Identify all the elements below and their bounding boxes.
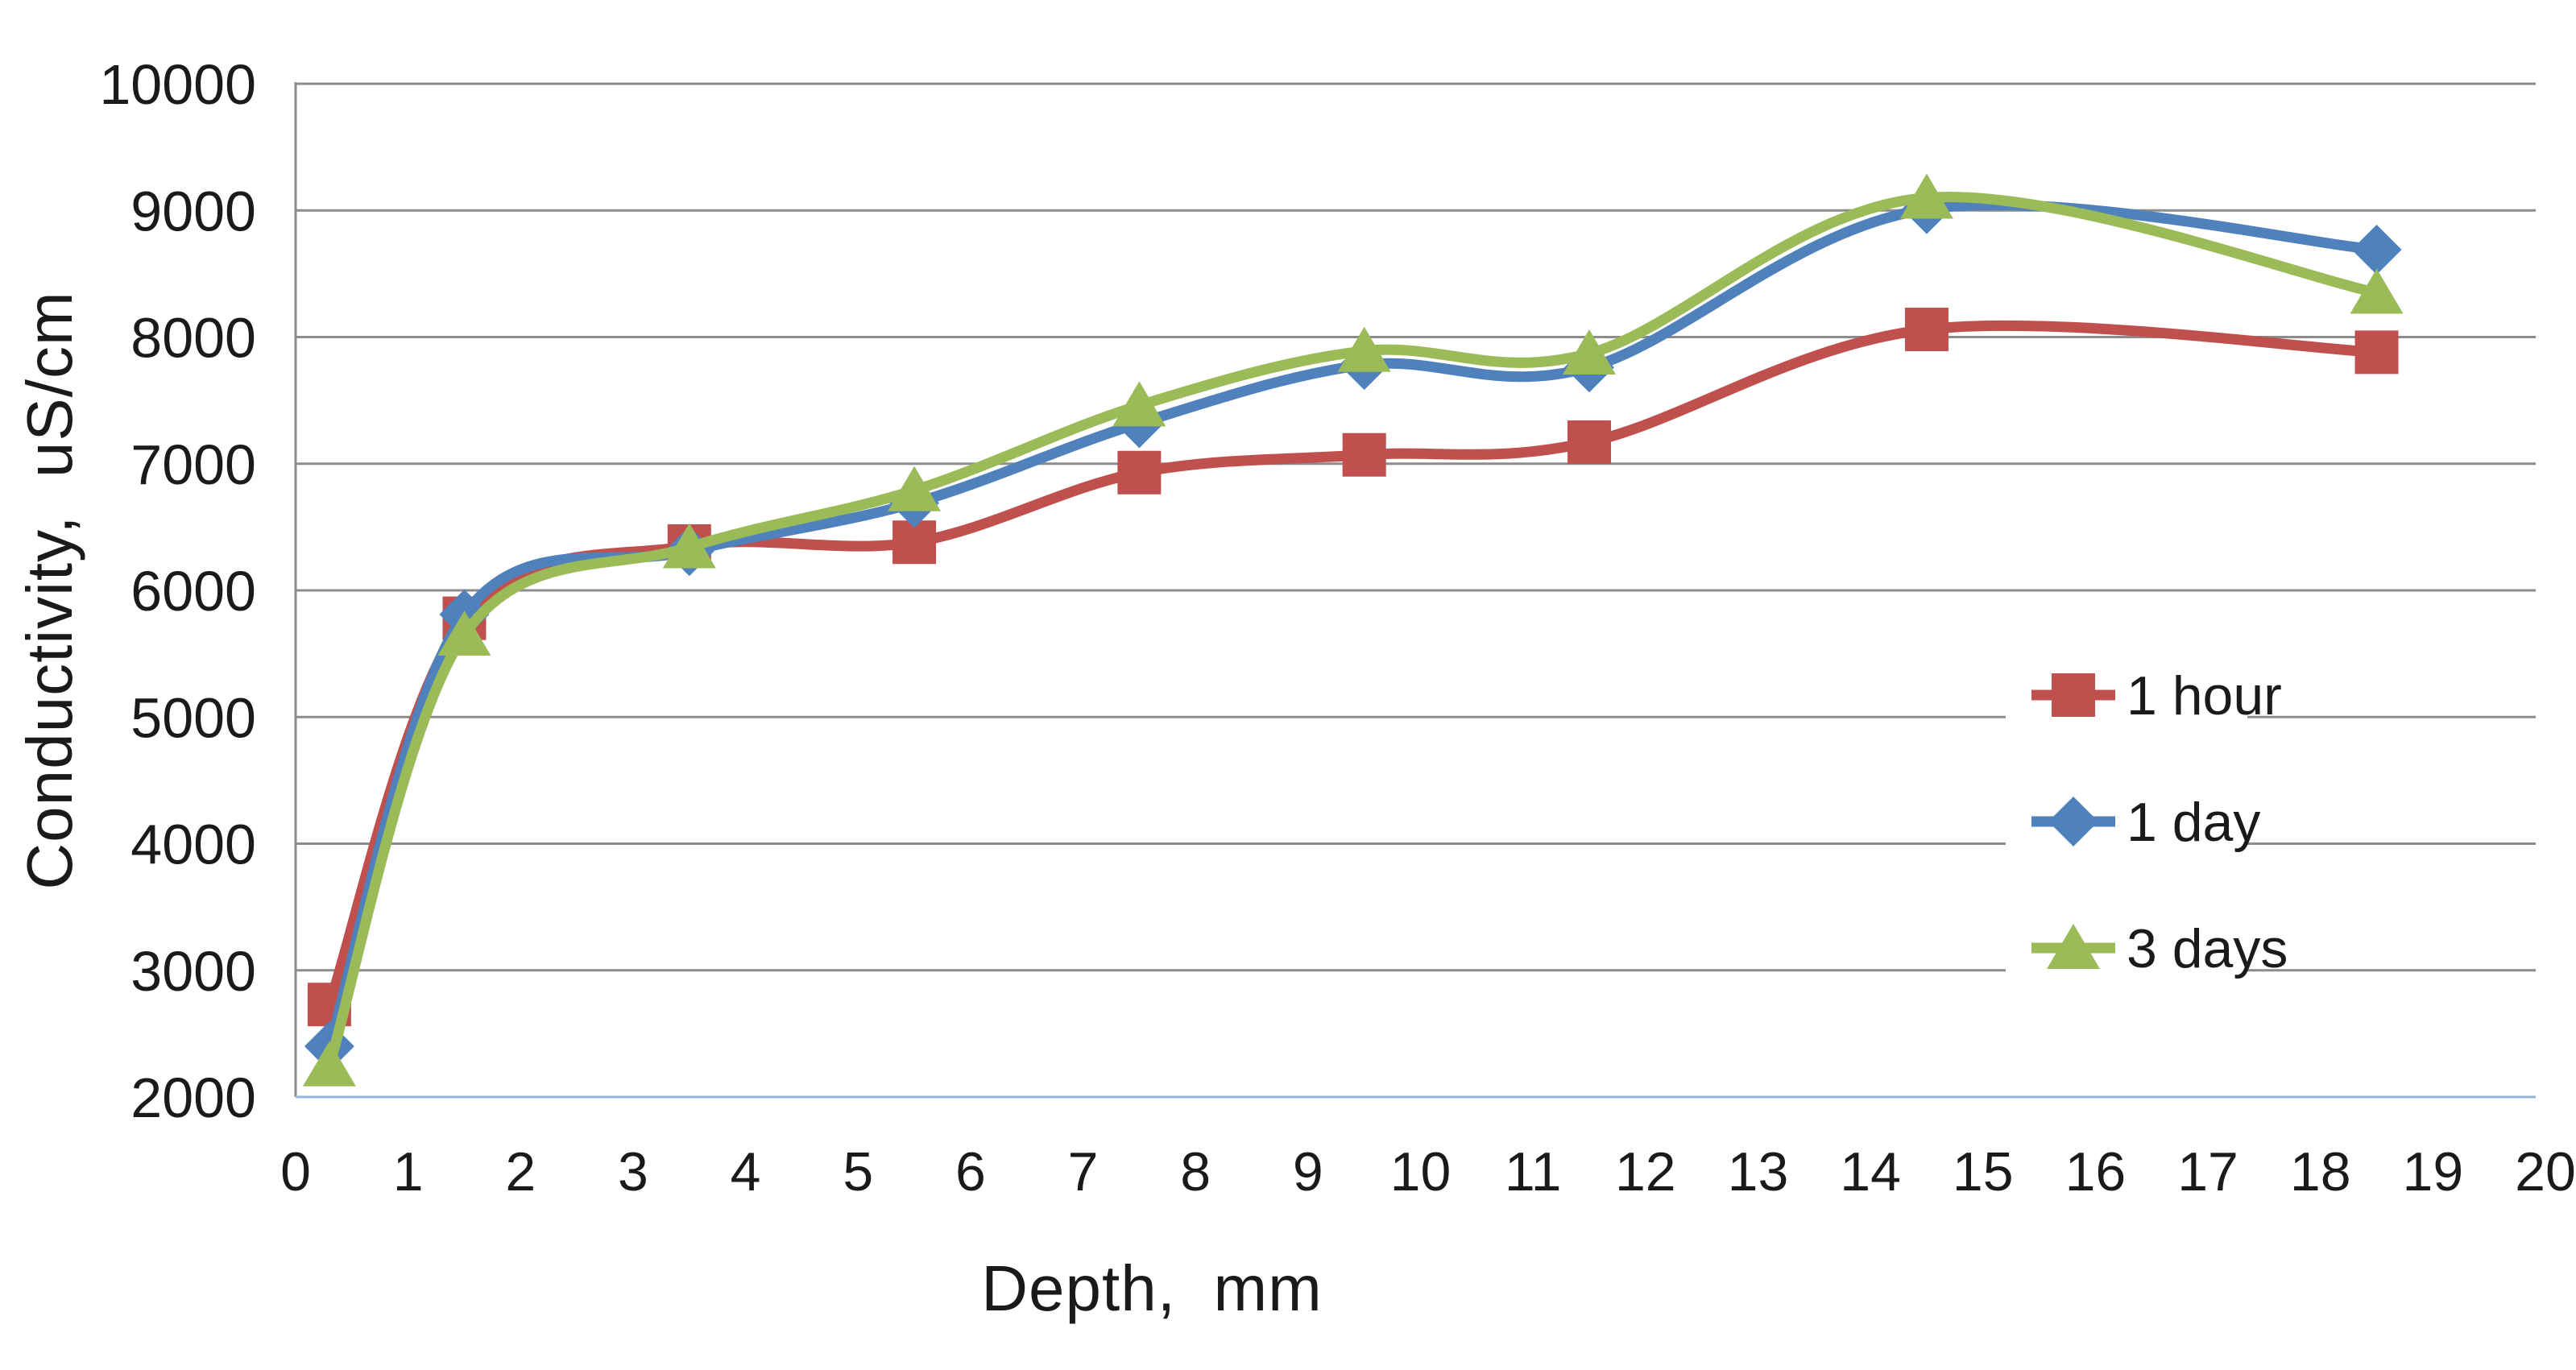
x-tick-label-1: 1 bbox=[393, 1141, 424, 1202]
x-tick-label-18: 18 bbox=[2290, 1141, 2351, 1202]
x-axis-title: Depth, mm bbox=[981, 1252, 1323, 1324]
series-marker-1-hour-4 bbox=[1117, 450, 1162, 495]
x-tick-label-11: 11 bbox=[1505, 1141, 1562, 1202]
y-tick-label-5000: 5000 bbox=[130, 686, 256, 749]
x-tick-label-10: 10 bbox=[1390, 1141, 1452, 1202]
series-3-days bbox=[302, 173, 2404, 1086]
x-tick-label-3: 3 bbox=[618, 1141, 648, 1202]
x-tick-label-8: 8 bbox=[1180, 1141, 1211, 1202]
series-marker-1-hour-6 bbox=[1567, 420, 1611, 465]
y-tick-label-3000: 3000 bbox=[130, 940, 256, 1003]
series-marker-3-days-8 bbox=[2350, 268, 2404, 314]
x-tick-label-19: 19 bbox=[2403, 1141, 2464, 1202]
series-marker-3-days-4 bbox=[1112, 381, 1166, 427]
legend-label-1-hour: 1 hour bbox=[2127, 665, 2282, 726]
series-marker-3-days-3 bbox=[888, 466, 942, 511]
legend-row-1-hour: 1 hour bbox=[2031, 665, 2282, 726]
x-tick-label-20: 20 bbox=[2515, 1141, 2576, 1202]
series-marker-3-days-2 bbox=[662, 523, 716, 569]
series-marker-3-days-7 bbox=[1899, 173, 1953, 219]
y-axis-title: Conductivity, uS/cm bbox=[14, 291, 85, 890]
legend-marker-1-day bbox=[2048, 797, 2098, 846]
series-line-3-days bbox=[324, 192, 2383, 1071]
y-tick-label-4000: 4000 bbox=[130, 813, 256, 876]
series-marker-1-day-8 bbox=[2351, 224, 2402, 275]
series-marker-3-days-1 bbox=[437, 610, 491, 656]
legend-marker-1-hour bbox=[2052, 673, 2095, 717]
x-tick-label-5: 5 bbox=[843, 1141, 873, 1202]
legend-label-3-days: 3 days bbox=[2127, 918, 2288, 979]
y-tick-label-9000: 9000 bbox=[130, 180, 256, 242]
legend: 1 hour 1 day 3 days bbox=[2031, 665, 2288, 979]
x-tick-label-2: 2 bbox=[505, 1141, 536, 1202]
x-tick-label-14: 14 bbox=[1840, 1141, 1901, 1202]
series-marker-1-hour-8 bbox=[2354, 330, 2399, 375]
series-marker-1-hour-7 bbox=[1904, 308, 1949, 352]
series-marker-3-days-0 bbox=[302, 1041, 356, 1086]
series-marker-3-days-6 bbox=[1562, 329, 1616, 375]
legend-row-3-days: 3 days bbox=[2031, 918, 2288, 979]
legend-row-1-day: 1 day bbox=[2031, 792, 2260, 853]
y-tick-label-7000: 7000 bbox=[130, 433, 256, 496]
x-tick-label-15: 15 bbox=[1953, 1141, 2014, 1202]
y-tick-label-10000: 10000 bbox=[99, 53, 256, 116]
y-tick-label-8000: 8000 bbox=[130, 307, 256, 370]
y-tick-label-6000: 6000 bbox=[130, 560, 256, 623]
x-tick-label-9: 9 bbox=[1293, 1141, 1323, 1202]
x-tick-label-7: 7 bbox=[1068, 1141, 1099, 1202]
x-tick-label-13: 13 bbox=[1728, 1141, 1789, 1202]
x-tick-label-17: 17 bbox=[2177, 1141, 2238, 1202]
x-tick-label-4: 4 bbox=[731, 1141, 761, 1202]
x-tick-label-12: 12 bbox=[1615, 1141, 1676, 1202]
series-marker-1-hour-5 bbox=[1342, 433, 1386, 477]
series-marker-3-days-5 bbox=[1337, 326, 1391, 372]
x-tick-label-0: 0 bbox=[280, 1141, 311, 1202]
x-tick-label-16: 16 bbox=[2065, 1141, 2127, 1202]
legend-marker-3-days bbox=[2047, 924, 2100, 969]
y-tick-label-2000: 2000 bbox=[130, 1066, 256, 1129]
x-tick-label-6: 6 bbox=[955, 1141, 986, 1202]
legend-label-1-day: 1 day bbox=[2127, 792, 2260, 853]
